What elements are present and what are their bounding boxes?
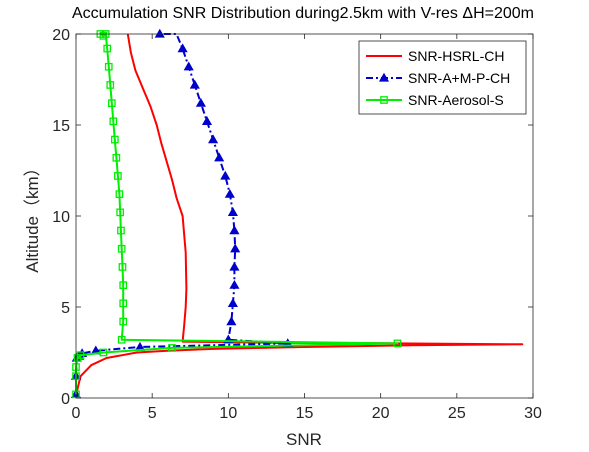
series-snr-a-m-p-ch-marker (177, 43, 188, 53)
series-snr-aerosol-s-marker (103, 44, 112, 53)
series-snr-a-m-p-ch-marker (154, 28, 165, 38)
legend-item-snr-aerosol-s: SNR-Aerosol-S (366, 92, 504, 108)
series-snr-a-m-p-ch-marker (183, 61, 194, 71)
x-tick-label: 25 (448, 405, 466, 422)
series-snr-hsrl-ch-line (75, 33, 524, 399)
series-snr-a-m-p-ch-marker (189, 79, 200, 89)
y-axis-label: Altitude（km） (23, 159, 42, 272)
y-tick-label: 0 (61, 391, 70, 408)
series-snr-a-m-p-ch-marker (208, 134, 219, 144)
series-snr-aerosol-s-marker (114, 172, 122, 180)
series-snr-a-m-p-ch-marker (229, 261, 240, 271)
series-snr-aerosol-s-marker (112, 153, 121, 162)
series-snr-aerosol-s-marker (119, 281, 128, 290)
series-layer (70, 28, 524, 399)
series-snr-aerosol-s-marker (118, 263, 127, 271)
legend-item-snr-hsrl-ch-label: SNR-HSRL-CH (408, 48, 504, 64)
series-snr-aerosol-s (72, 30, 402, 399)
series-snr-a-m-p-ch-marker (227, 207, 238, 217)
series-snr-aerosol-s-marker (117, 335, 126, 344)
y-tick-label: 15 (52, 118, 70, 135)
series-snr-a-m-p-ch-marker (230, 243, 241, 253)
series-snr-aerosol-s-marker (109, 117, 118, 126)
series-snr-a-m-p-ch-marker (227, 298, 238, 308)
legend-item-snr-a-m-p-ch-marker (378, 72, 390, 82)
series-snr-aerosol-s-marker (119, 299, 128, 308)
series-snr-aerosol-s-marker (110, 135, 119, 144)
series-snr-a-m-p-ch-marker (220, 170, 231, 180)
x-tick-label: 30 (524, 405, 542, 422)
series-snr-hsrl-ch (75, 33, 524, 399)
legend-item-snr-aerosol-s-marker (380, 96, 388, 104)
series-snr-a-m-p-ch-marker (226, 316, 237, 326)
x-tick-label: 0 (72, 405, 81, 422)
series-snr-a-m-p-ch-marker (224, 188, 235, 198)
x-tick-label: 10 (219, 405, 237, 422)
x-tick-label: 20 (372, 405, 390, 422)
x-tick-label: 15 (296, 405, 314, 422)
series-snr-a-m-p-ch-marker (201, 116, 213, 126)
series-snr-aerosol-s-line (75, 33, 399, 395)
series-snr-aerosol-s-marker (119, 317, 128, 326)
legend-item-snr-a-m-p-ch-label: SNR-A+M-P-CH (408, 70, 510, 86)
series-snr-aerosol-s-marker (76, 351, 85, 360)
y-tick-label: 10 (52, 209, 70, 226)
series-snr-aerosol-s-marker (107, 99, 116, 108)
x-tick-label: 5 (148, 405, 157, 422)
y-tick-label: 5 (61, 300, 70, 317)
series-snr-a-m-p-ch-marker (195, 97, 206, 107)
series-snr-a-m-p-ch-line (75, 33, 289, 395)
chart-title: Accumulation SNR Distribution during2.5k… (72, 5, 534, 22)
x-axis-label: SNR (286, 430, 322, 449)
y-tick-label: 20 (52, 27, 70, 44)
series-snr-a-m-p-ch-marker (214, 152, 225, 162)
legend-item-snr-a-m-p-ch: SNR-A+M-P-CH (366, 70, 510, 86)
series-snr-aerosol-s-marker (117, 244, 126, 253)
series-snr-aerosol-s-marker (117, 226, 125, 235)
series-snr-aerosol-s-marker (115, 190, 124, 199)
series-snr-aerosol-s-marker (99, 348, 108, 357)
series-snr-aerosol-s-marker (104, 62, 113, 71)
legend-item-snr-hsrl-ch: SNR-HSRL-CH (366, 48, 504, 64)
series-snr-a-m-p-ch-marker (229, 279, 240, 289)
legend-item-snr-aerosol-s-label: SNR-Aerosol-S (408, 92, 504, 108)
series-snr-aerosol-s-marker (116, 208, 125, 217)
series-snr-aerosol-s-marker (393, 339, 402, 348)
series-snr-a-m-p-ch-marker (229, 225, 240, 235)
series-snr-aerosol-s-marker (168, 344, 176, 352)
legend: SNR-HSRL-CH SNR-A+M-P-CH SNR-Aerosol-S (358, 40, 527, 115)
series-snr-aerosol-s-marker (106, 81, 115, 89)
axis-ticks: 0 5 10 15 20 25 30 0 5 10 15 20 (52, 27, 542, 422)
